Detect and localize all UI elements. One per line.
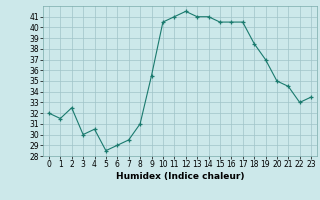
X-axis label: Humidex (Indice chaleur): Humidex (Indice chaleur) bbox=[116, 172, 244, 181]
